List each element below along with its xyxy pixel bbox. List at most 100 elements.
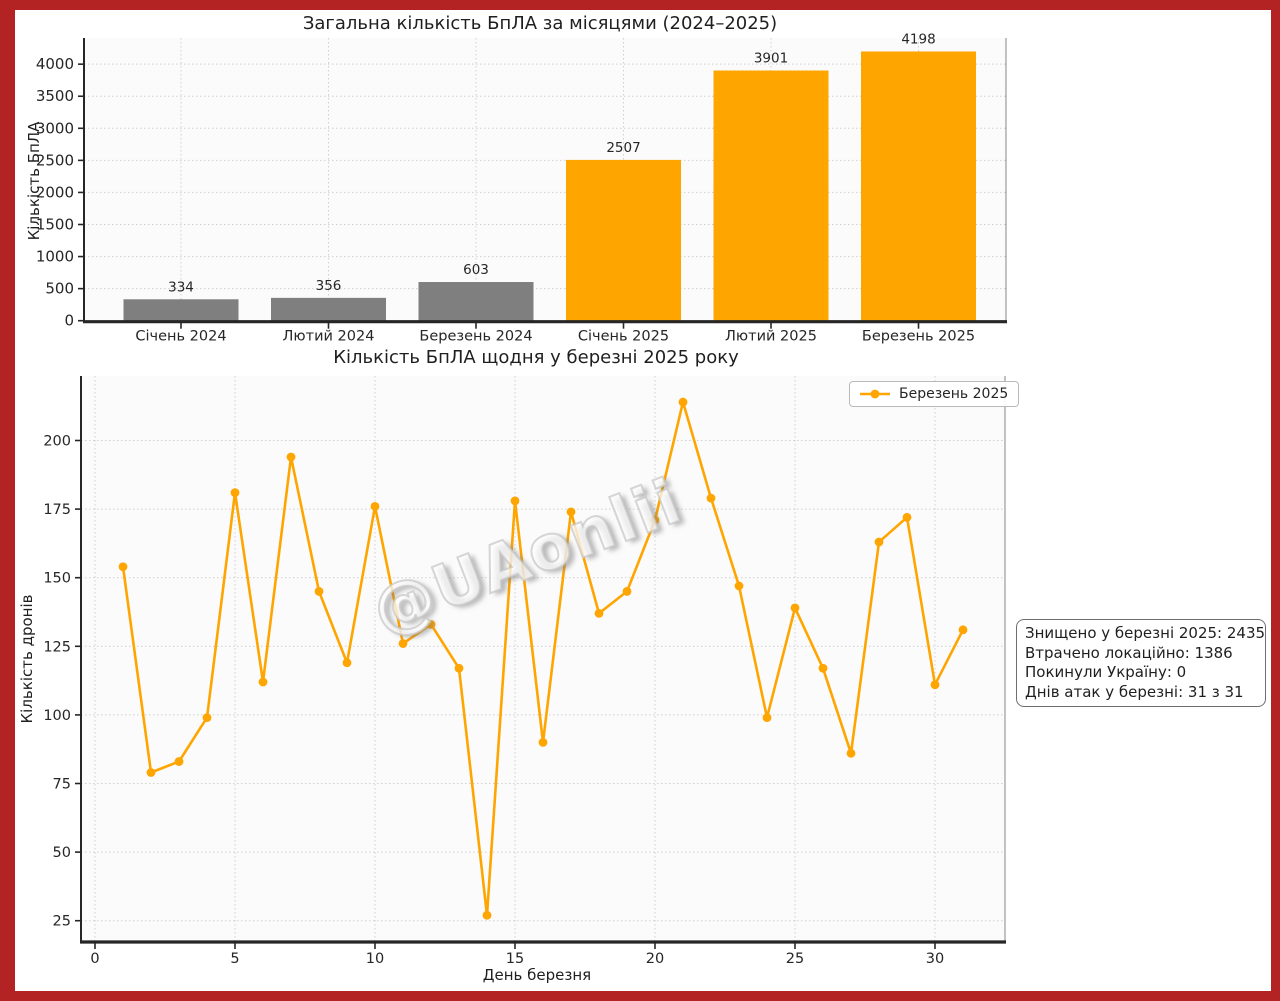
- data-point-day-6: [258, 677, 268, 687]
- x-tick-label: 30: [926, 951, 944, 967]
- x-tick-label: 25: [786, 951, 804, 967]
- bar-3: [418, 282, 534, 321]
- data-point-day-31: [958, 625, 968, 635]
- stat-destroyed: Знищено у березні 2025: 2435: [1025, 624, 1266, 642]
- line-chart-ylabel: Кількість дронів: [18, 594, 36, 724]
- data-point-day-8: [314, 587, 324, 596]
- data-point-day-19: [622, 587, 632, 596]
- bar-value-label: 4198: [901, 31, 935, 47]
- line-chart-title: Кількість БпЛА щодня у березні 2025 року: [333, 347, 739, 368]
- frame-border-bottom: [0, 991, 1280, 1001]
- data-point-day-4: [202, 713, 212, 723]
- data-point-day-5: [230, 488, 240, 498]
- legend: Березень 2025: [849, 381, 1020, 407]
- data-point-day-10: [370, 501, 380, 511]
- x-tick-label: 5: [230, 951, 239, 967]
- data-point-day-20: [650, 515, 660, 525]
- y-tick-label: 100: [43, 708, 71, 724]
- bar-chart-ylabel: Кількість БпЛА: [25, 121, 43, 241]
- data-point-day-14: [482, 910, 492, 920]
- y-tick-labels: 0 500 1000 1500 2000 2500 3000 3500 4000: [36, 55, 74, 330]
- y-tick-label: 2500: [36, 151, 74, 169]
- data-point-day-2: [146, 768, 156, 777]
- y-tick-label: 500: [45, 280, 74, 298]
- bar-value-label: 3901: [754, 51, 788, 67]
- line-chart: 25 50 75 100 125 150 175 200 0 5 10 15 20 25 30: [43, 376, 1006, 967]
- bar-value-labels: 334 356 603 2507 3901 4198: [168, 31, 936, 295]
- y-tick-label: 125: [43, 639, 71, 655]
- plot-area: [81, 376, 1005, 941]
- data-point-day-13: [454, 663, 464, 673]
- data-point-markers: [118, 397, 968, 920]
- data-point-day-15: [510, 496, 520, 506]
- bar-chart-title: Загальна кількість БпЛА за місяцями (202…: [302, 13, 778, 34]
- x-tick-labels: 0 5 10 15 20 25 30: [90, 951, 944, 967]
- y-tick-label: 175: [43, 502, 71, 518]
- data-point-day-7: [286, 452, 296, 462]
- category-label: Березень 2024: [419, 329, 532, 345]
- legend-label: Березень 2025: [899, 386, 1009, 402]
- stats-annotation-box: Знищено у березні 2025: 2435 Втрачено ло…: [1016, 619, 1266, 707]
- category-label: Березень 2025: [862, 329, 975, 345]
- y-tick-label: 3000: [36, 119, 74, 137]
- frame-border-left: [0, 0, 15, 1001]
- x-tick-label: 10: [366, 951, 384, 967]
- data-point-day-3: [174, 757, 184, 766]
- y-tick-label: 2000: [36, 183, 74, 201]
- data-point-day-22: [706, 493, 716, 503]
- x-tick-label: 15: [506, 951, 524, 967]
- data-point-day-9: [342, 658, 352, 668]
- data-point-day-1: [118, 562, 128, 572]
- data-point-day-11: [398, 639, 408, 648]
- bar-4: [566, 159, 681, 321]
- bar-value-label: 334: [168, 279, 194, 295]
- bar-value-label: 603: [463, 262, 489, 278]
- y-tick-label: 1000: [36, 248, 74, 266]
- line-marker-icon: [860, 389, 890, 399]
- data-point-day-17: [566, 507, 576, 517]
- data-point-day-29: [902, 512, 912, 522]
- line-chart-xlabel: День березня: [482, 966, 592, 984]
- data-point-day-27: [846, 748, 856, 758]
- y-tick-label: 200: [43, 434, 71, 450]
- bar-2: [271, 297, 386, 321]
- y-tick-label: 75: [53, 777, 71, 793]
- stat-lost-location: Втрачено локаційно: 1386: [1025, 643, 1233, 662]
- plot-area: [84, 38, 1006, 322]
- y-tick-label: 25: [53, 914, 71, 930]
- data-point-day-26: [818, 663, 828, 673]
- x-tick-label: 20: [646, 951, 664, 967]
- bars: [123, 51, 976, 321]
- stat-left-ukraine: Покинули Україну: 0: [1025, 663, 1187, 681]
- y-tick-label: 3500: [36, 87, 74, 105]
- y-tick-label: 0: [64, 312, 74, 330]
- bar-1: [123, 299, 239, 321]
- category-label: Січень 2025: [578, 329, 669, 345]
- bar-5: [713, 70, 829, 321]
- y-tick-label: 1500: [36, 215, 74, 233]
- x-tick-labels: Січень 2024 Лютий 2024 Березень 2024 Січень…: [135, 329, 975, 345]
- data-point-day-30: [930, 680, 940, 690]
- bar-6: [861, 51, 976, 321]
- y-tick-labels: 25 50 75 100 125 150 175 200: [43, 434, 71, 930]
- data-point-day-24: [762, 713, 772, 723]
- bar-value-label: 2507: [606, 140, 640, 156]
- data-point-day-28: [874, 537, 884, 547]
- category-label: Лютий 2025: [725, 329, 817, 345]
- stat-attack-days: Днів атак у березні: 31 з 31: [1025, 682, 1244, 701]
- frame-border-right: [1271, 0, 1280, 1001]
- horizontal-gridlines: [84, 63, 1006, 290]
- y-tick-label: 50: [53, 845, 71, 861]
- data-point-day-21: [678, 397, 688, 407]
- data-point-day-18: [594, 608, 604, 618]
- frame-border-top: [0, 0, 1280, 10]
- data-point-day-16: [538, 737, 548, 747]
- data-point-day-25: [790, 603, 800, 613]
- category-label: Лютий 2024: [283, 329, 375, 345]
- bar-value-label: 356: [316, 278, 342, 294]
- y-tick-label: 150: [43, 571, 71, 587]
- data-point-day-12: [426, 619, 436, 629]
- y-tick-label: 4000: [36, 55, 74, 73]
- data-point-day-23: [734, 581, 744, 591]
